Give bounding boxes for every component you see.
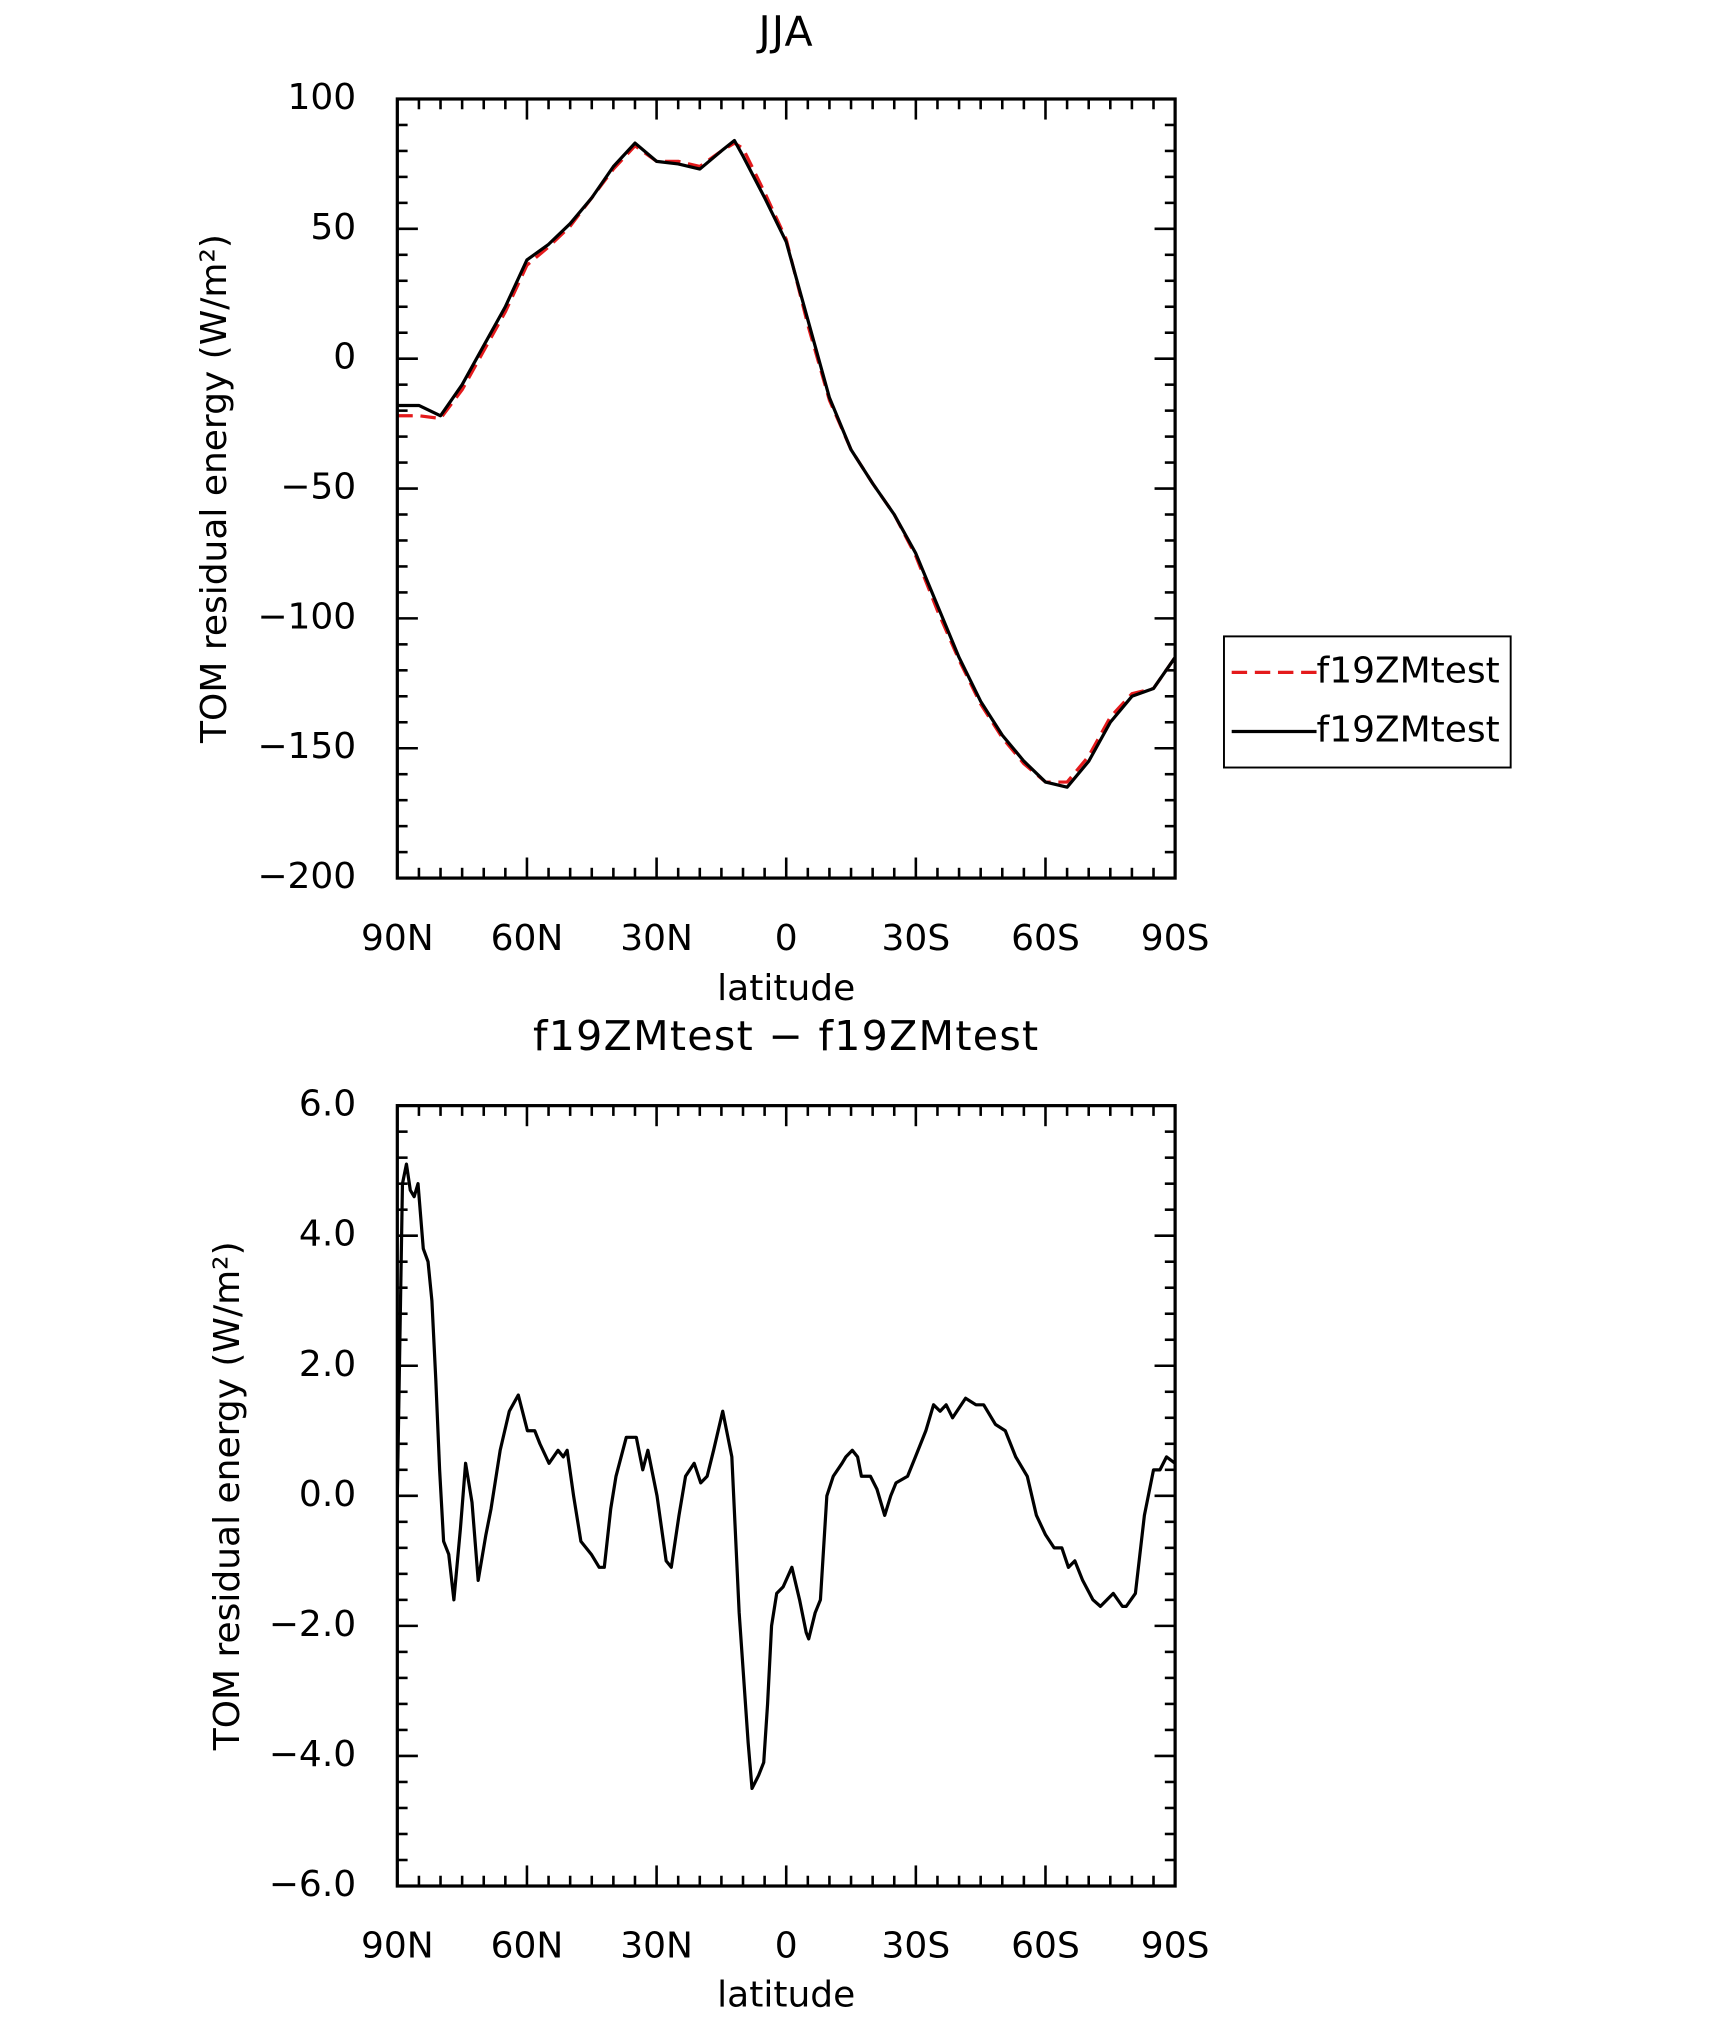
plot-frame (395, 97, 1177, 880)
y-tick-label: 4.0 (299, 1214, 356, 1255)
y-tick-label: 0 (333, 337, 356, 378)
y-tick-label: −50 (280, 467, 356, 508)
x-tick-label: 60N (491, 918, 564, 959)
x-tick-label: 90N (361, 918, 434, 959)
x-tick-label: 60S (1011, 1926, 1080, 1967)
y-tick-label: −100 (257, 596, 356, 637)
x-axis-label: latitude (717, 968, 855, 1009)
x-tick-label: 60S (1011, 918, 1080, 959)
x-tick-label: 90S (1141, 1926, 1210, 1967)
x-tick-label: 30N (620, 1926, 693, 1967)
x-tick-label: 90S (1141, 918, 1210, 959)
x-tick-label: 30N (620, 918, 693, 959)
chart-title: f19ZMtest − f19ZMtest (533, 1012, 1039, 1060)
y-tick-label: 100 (287, 77, 356, 118)
x-axis-label: latitude (717, 1975, 855, 2016)
plot: f19ZMtest − f19ZMtest latitude TOM residua… (207, 1012, 1210, 2016)
x-tick-label: 30S (882, 1926, 951, 1967)
legend: f19ZMtest f19ZMtest (1223, 635, 1512, 769)
y-tick-label: 0.0 (299, 1474, 356, 1515)
legend-label: f19ZMtest (1317, 650, 1500, 691)
x-tick-label: 30S (882, 918, 951, 959)
x-tick-label: 0 (775, 1926, 798, 1967)
y-tick-label: 6.0 (299, 1084, 356, 1125)
plot: JJA latitude TOM residual energy (W/m²) −20… (194, 8, 1512, 1009)
y-axis-label: TOM residual energy (W/m²) (194, 234, 235, 744)
legend-box (1223, 635, 1512, 769)
legend-label: f19ZMtest (1317, 710, 1500, 751)
x-tick-label: 90N (361, 1926, 434, 1967)
y-tick-label: 50 (310, 207, 356, 248)
chart-title: JJA (755, 8, 814, 56)
y-axis-label: TOM residual energy (W/m²) (207, 1241, 248, 1751)
x-tick-label: 60N (491, 1926, 564, 1967)
plot-frame (395, 1104, 1177, 1888)
y-tick-label: −200 (257, 856, 356, 897)
y-tick-label: −6.0 (269, 1864, 356, 1905)
series-line (397, 1162, 1176, 1791)
y-tick-label: −150 (257, 726, 356, 767)
series-line (397, 138, 1176, 789)
y-tick-label: −4.0 (269, 1734, 356, 1775)
y-tick-label: 2.0 (299, 1344, 356, 1385)
y-tick-label: −2.0 (269, 1604, 356, 1645)
x-tick-label: 0 (775, 918, 798, 959)
